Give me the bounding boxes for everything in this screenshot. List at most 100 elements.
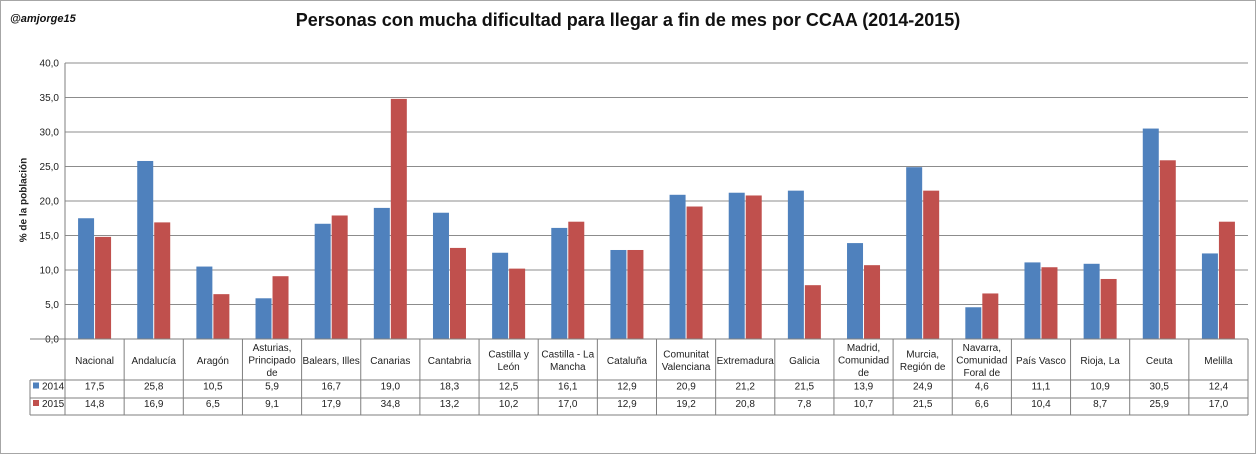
category-label: Extremadura <box>717 356 775 367</box>
table-cell: 10,9 <box>1090 382 1110 393</box>
bar-2014 <box>906 167 923 339</box>
category-label: Aragón <box>197 356 229 367</box>
y-tick-label: 30,0 <box>40 128 60 139</box>
table-cell: 21,5 <box>795 382 815 393</box>
bar-2015 <box>745 195 762 339</box>
bar-2015 <box>390 98 407 339</box>
category-label: Comunitat Valenciana <box>662 350 711 374</box>
bar-2015 <box>509 268 526 339</box>
table-cell: 10,4 <box>1031 399 1051 410</box>
table-cell: 12,9 <box>617 399 637 410</box>
category-label: Ceuta <box>1146 356 1173 367</box>
bar-2015 <box>1100 278 1117 339</box>
table-cell: 10,2 <box>499 399 519 410</box>
category-label: Rioja, La <box>1080 356 1120 367</box>
table-cell: 10,7 <box>854 399 874 410</box>
bar-2014 <box>137 160 154 339</box>
legend-key-2015 <box>33 400 39 406</box>
bar-2014 <box>728 192 745 339</box>
chart-title: Personas con mucha dificultad para llega… <box>295 10 961 30</box>
author-handle: @amjorge15 <box>10 13 76 25</box>
bar-2014 <box>373 207 390 339</box>
bar-2015 <box>331 215 348 339</box>
table-cell: 7,8 <box>797 399 811 410</box>
bar-2014 <box>314 223 331 339</box>
category-label: Balears, Illes <box>303 356 360 367</box>
bar-2014 <box>669 194 686 339</box>
table-cell: 20,8 <box>735 399 755 410</box>
bar-2014 <box>492 252 509 339</box>
bar-2014 <box>965 307 982 339</box>
table-cell: 12,9 <box>617 382 637 393</box>
table-cell: 5,9 <box>265 382 279 393</box>
category-label: Navarra, Comunidad Foral de <box>956 343 1007 379</box>
table-cell: 6,6 <box>975 399 989 410</box>
category-label: Nacional <box>75 356 114 367</box>
table-cell: 17,5 <box>85 382 105 393</box>
category-label: Castilla y León <box>488 350 529 374</box>
table-cell: 25,8 <box>144 382 164 393</box>
bar-2014 <box>1201 253 1218 339</box>
bar-2015 <box>804 285 821 339</box>
bar-2015 <box>864 265 881 339</box>
table-cell: 19,2 <box>676 399 696 410</box>
table-cell: 8,7 <box>1093 399 1107 410</box>
table-cell: 4,6 <box>975 382 989 393</box>
legend-label-2014: 2014 <box>42 382 65 393</box>
bar-2014 <box>787 190 804 339</box>
table-cell: 13,9 <box>854 382 874 393</box>
category-label: Madrid, Comunidad de <box>838 343 889 379</box>
bar-2014 <box>432 212 449 339</box>
bar-2015 <box>923 190 940 339</box>
category-label: Galicia <box>789 356 820 367</box>
category-label: Cataluña <box>607 356 647 367</box>
bar-2015 <box>1041 267 1058 339</box>
table-cell: 6,5 <box>206 399 220 410</box>
table-cell: 12,4 <box>1209 382 1229 393</box>
y-tick-label: 0,0 <box>45 335 59 346</box>
bar-2015 <box>686 206 703 339</box>
bar-2014 <box>255 298 272 339</box>
category-label: Melilla <box>1204 356 1233 367</box>
bar-2014 <box>1083 263 1100 339</box>
bar-2015 <box>95 236 112 339</box>
bar-2014 <box>1024 262 1041 339</box>
bar-2014 <box>551 227 568 339</box>
y-tick-label: 20,0 <box>40 197 60 208</box>
bar-2015 <box>449 247 466 339</box>
table-cell: 21,2 <box>735 382 755 393</box>
table-cell: 17,0 <box>1209 399 1229 410</box>
table-cell: 25,9 <box>1150 399 1170 410</box>
bar-2014 <box>196 266 213 339</box>
bar-2015 <box>1218 221 1235 339</box>
table-cell: 24,9 <box>913 382 933 393</box>
y-tick-label: 5,0 <box>45 300 59 311</box>
bar-2015 <box>154 222 171 339</box>
category-label: Andalucía <box>131 356 176 367</box>
table-cell: 17,9 <box>321 399 341 410</box>
bar-2015 <box>982 293 999 339</box>
category-label: Asturias, Principado de <box>248 343 296 379</box>
table-cell: 34,8 <box>381 399 401 410</box>
y-tick-label: 25,0 <box>40 162 60 173</box>
table-cell: 12,5 <box>499 382 519 393</box>
bar-2014 <box>78 218 95 339</box>
bar-2015 <box>272 276 289 339</box>
bar-2015 <box>1159 160 1176 339</box>
legend-label-2015: 2015 <box>42 399 65 410</box>
bar-2015 <box>568 221 585 339</box>
table-cell: 30,5 <box>1150 382 1170 393</box>
category-label: Cantabria <box>428 356 472 367</box>
category-label: Castilla - La Mancha <box>541 350 594 374</box>
table-cell: 16,1 <box>558 382 578 393</box>
y-tick-label: 15,0 <box>40 231 60 242</box>
category-label: Canarias <box>370 356 410 367</box>
y-tick-label: 35,0 <box>40 93 60 104</box>
y-tick-label: 10,0 <box>40 266 60 277</box>
table-cell: 17,0 <box>558 399 578 410</box>
bar-2015 <box>213 294 230 339</box>
bar-2014 <box>1142 128 1159 339</box>
table-cell: 19,0 <box>381 382 401 393</box>
